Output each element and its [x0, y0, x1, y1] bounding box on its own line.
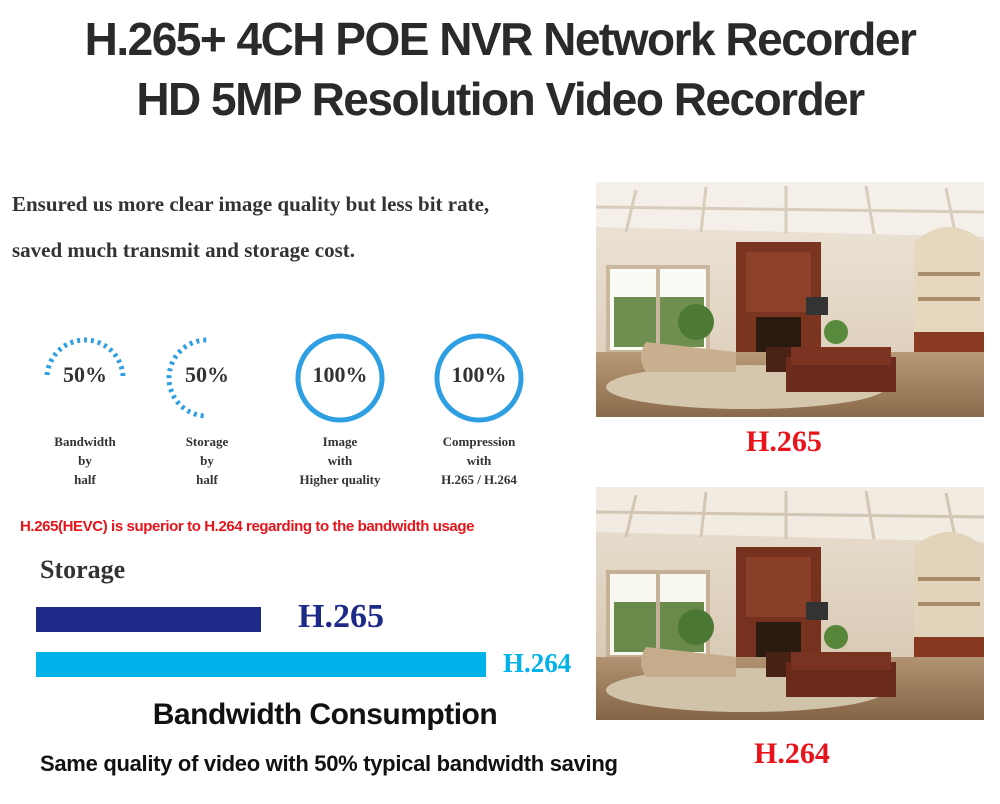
stat-caption: Bandwidth by half	[54, 434, 116, 487]
room-photo-h264	[596, 487, 984, 720]
room-photo-h265	[596, 182, 984, 417]
stat-value: 50%	[185, 362, 229, 387]
stat-caption: Storage by half	[185, 434, 229, 487]
stat-image: 100% Image with Higher quality	[285, 332, 395, 487]
storage-heading: Storage	[40, 555, 126, 584]
stat-value: 100%	[451, 362, 507, 387]
ring-dashed-icon	[166, 337, 207, 419]
stat-caption: Compression with H.265 / H.264	[441, 434, 517, 487]
page-title-line-2: HD 5MP Resolution Video Recorder	[136, 73, 865, 125]
ring-full-icon	[434, 333, 524, 423]
intro-text-line-2: saved much transmit and storage cost.	[12, 238, 355, 262]
stat-storage: 50% Storage by half	[152, 332, 262, 487]
bar-h264	[36, 652, 486, 677]
stat-compression: 100% Compression with H.265 / H.264	[424, 332, 534, 487]
bandwidth-title: Bandwidth Consumption	[152, 698, 498, 731]
living-room-image	[596, 487, 984, 720]
stat-value: 50%	[63, 362, 107, 387]
photo-label-h265: H.265	[746, 425, 822, 458]
stat-caption: Image with Higher quality	[299, 434, 381, 487]
bar-label-h264: H.264	[503, 648, 572, 678]
bar-label-h265: H.265	[298, 598, 384, 635]
hevc-note: H.265(HEVC) is superior to H.264 regardi…	[20, 518, 475, 535]
bar-h265	[36, 607, 261, 632]
photo-label-h264: H.264	[754, 737, 830, 770]
stat-bandwidth: 50% Bandwidth by half	[30, 332, 140, 487]
bandwidth-note: Same quality of video with 50% typical b…	[40, 751, 618, 776]
ring-dashed-icon	[44, 337, 126, 378]
ring-full-icon	[295, 333, 385, 423]
living-room-image	[596, 182, 984, 417]
page-title-line-1: H.265+ 4CH POE NVR Network Recorder	[84, 13, 917, 65]
intro-text-line-1: Ensured us more clear image quality but …	[12, 192, 490, 216]
stat-value: 100%	[312, 362, 368, 387]
